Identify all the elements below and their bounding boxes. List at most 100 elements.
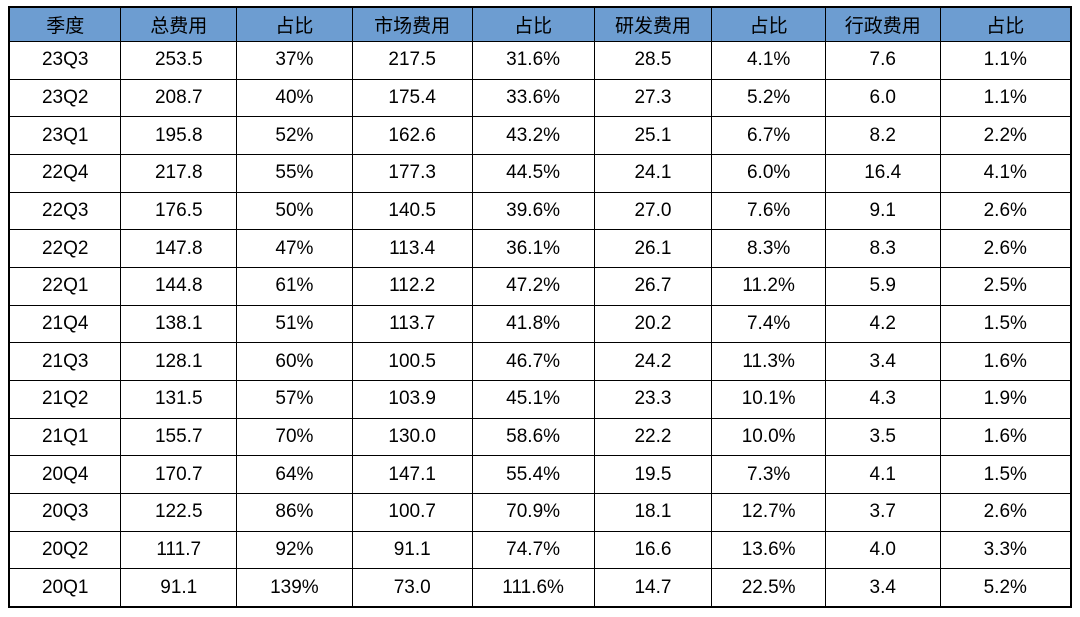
table-cell: 21Q3 [8,342,122,381]
table-cell: 50% [236,191,353,231]
table-cell: 4.0 [824,530,941,570]
table-cell: 13.6% [711,530,826,570]
table-cell: 5.2% [939,568,1072,608]
table-row: 21Q3 128.1 60% 100.5 46.7% 24.2 11.3% 3.4 1.6% [8,342,1072,381]
table-row: 20Q1 91.1 139% 73.0 111.6% 14.7 22.5% 3.4 5.2% [8,568,1072,608]
table-cell: 24.1 [593,153,713,193]
table-cell: 46.7% [471,342,595,381]
table-cell: 73.0 [351,568,473,608]
table-cell: 23Q1 [8,116,122,155]
table-cell: 1.5% [939,304,1072,344]
table-cell: 92% [236,530,353,570]
table-cell: 8.2 [824,116,941,155]
table-cell: 138.1 [120,304,238,344]
table-cell: 61% [236,266,353,306]
table-cell: 1.1% [939,78,1072,118]
table-cell: 100.5 [351,342,473,381]
table-cell: 11.3% [711,342,826,381]
table-cell: 58.6% [471,417,595,457]
table-header: 季度 总费用 占比 市场费用 占比 研发费用 占比 行政费用 占比 [8,6,1072,42]
table-cell: 10.0% [711,417,826,457]
table-cell: 7.3% [711,455,826,494]
table-cell: 253.5 [120,41,238,80]
table-cell: 155.7 [120,417,238,457]
table-cell: 21Q2 [8,379,122,419]
table-row: 23Q1 195.8 52% 162.6 43.2% 25.1 6.7% 8.2 2.2% [8,116,1072,155]
table-cell: 33.6% [471,78,595,118]
quarterly-expense-table: 季度 总费用 占比 市场费用 占比 研发费用 占比 行政费用 占比 23Q3 253.5 37% 21… [8,6,1072,608]
table-cell: 217.5 [351,41,473,80]
table-cell: 20.2 [593,304,713,344]
table-cell: 4.1% [711,41,826,80]
table-cell: 3.4 [824,342,941,381]
table-cell: 4.2 [824,304,941,344]
table-cell: 22Q2 [8,229,122,268]
table-cell: 22Q3 [8,191,122,231]
table-cell: 70.9% [471,492,595,532]
table-cell: 3.3% [939,530,1072,570]
table-row: 22Q4 217.8 55% 177.3 44.5% 24.1 6.0% 16.4 4.1% [8,153,1072,193]
table-cell: 36.1% [471,229,595,268]
table-cell: 27.3 [593,78,713,118]
header-cell-8: 占比 [939,6,1072,42]
table-cell: 7.6 [824,41,941,80]
table-cell: 55.4% [471,455,595,494]
table-cell: 8.3% [711,229,826,268]
table-cell: 55% [236,153,353,193]
table-cell: 103.9 [351,379,473,419]
table-cell: 140.5 [351,191,473,231]
table-cell: 4.1 [824,455,941,494]
table-cell: 5.9 [824,266,941,306]
table-cell: 176.5 [120,191,238,231]
table-cell: 147.8 [120,229,238,268]
table-cell: 43.2% [471,116,595,155]
table-cell: 9.1 [824,191,941,231]
table-cell: 111.6% [471,568,595,608]
table-cell: 8.3 [824,229,941,268]
table-cell: 91.1 [351,530,473,570]
table-row: 23Q3 253.5 37% 217.5 31.6% 28.5 4.1% 7.6 1.1% [8,41,1072,80]
table-cell: 2.6% [939,492,1072,532]
header-cell-4: 占比 [471,6,595,42]
table-cell: 3.5 [824,417,941,457]
table-row: 21Q2 131.5 57% 103.9 45.1% 23.3 10.1% 4.3 1.9% [8,379,1072,419]
table-row: 23Q2 208.7 40% 175.4 33.6% 27.3 5.2% 6.0 1.1% [8,78,1072,118]
table-cell: 40% [236,78,353,118]
table-cell: 6.0 [824,78,941,118]
table-cell: 47.2% [471,266,595,306]
table-cell: 19.5 [593,455,713,494]
table-cell: 22.2 [593,417,713,457]
table-cell: 1.9% [939,379,1072,419]
table-cell: 6.7% [711,116,826,155]
table-cell: 26.1 [593,229,713,268]
table-cell: 6.0% [711,153,826,193]
table-cell: 3.7 [824,492,941,532]
table-cell: 70% [236,417,353,457]
table-cell: 1.1% [939,41,1072,80]
table-cell: 11.2% [711,266,826,306]
table-cell: 130.0 [351,417,473,457]
table-cell: 100.7 [351,492,473,532]
table-cell: 41.8% [471,304,595,344]
table-cell: 144.8 [120,266,238,306]
table-row: 22Q2 147.8 47% 113.4 36.1% 26.1 8.3% 8.3 2.6% [8,229,1072,268]
table-cell: 7.6% [711,191,826,231]
table-cell: 22.5% [711,568,826,608]
table-cell: 170.7 [120,455,238,494]
header-cell-2: 占比 [236,6,353,42]
table-cell: 22Q1 [8,266,122,306]
table-cell: 131.5 [120,379,238,419]
table-cell: 52% [236,116,353,155]
table-cell: 177.3 [351,153,473,193]
table-row: 21Q4 138.1 51% 113.7 41.8% 20.2 7.4% 4.2 1.5% [8,304,1072,344]
table-cell: 20Q1 [8,568,122,608]
table-cell: 4.1% [939,153,1072,193]
table-cell: 16.6 [593,530,713,570]
table-cell: 2.6% [939,191,1072,231]
table-cell: 208.7 [120,78,238,118]
table-cell: 4.3 [824,379,941,419]
table-cell: 12.7% [711,492,826,532]
header-row: 季度 总费用 占比 市场费用 占比 研发费用 占比 行政费用 占比 [8,6,1072,42]
table-cell: 1.6% [939,417,1072,457]
table-cell: 175.4 [351,78,473,118]
